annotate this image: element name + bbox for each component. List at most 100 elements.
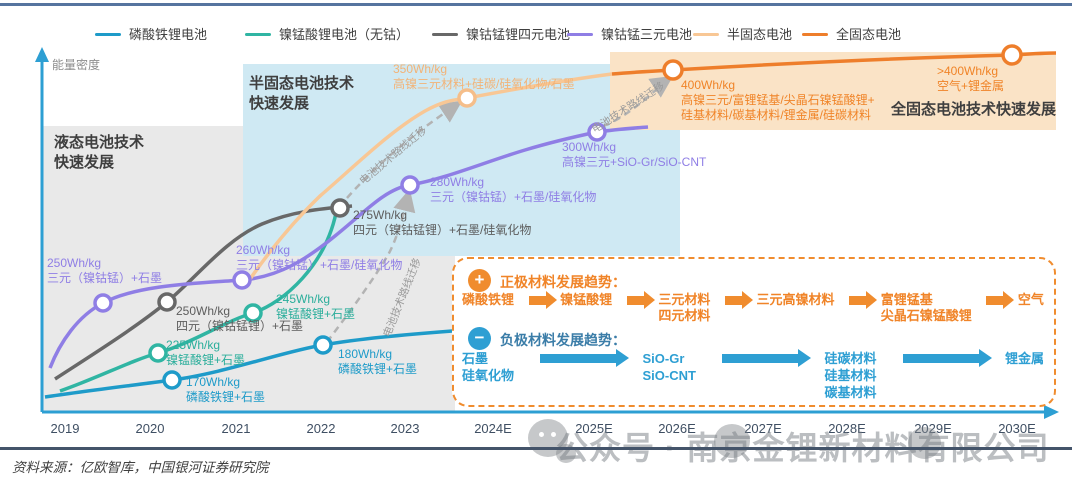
point-value: 170Wh/kg <box>186 375 241 389</box>
x-tick-2022: 2022 <box>306 421 336 436</box>
cathode-step: 镍锰酸锂 <box>560 292 612 308</box>
region-label-line: 液态电池技术 <box>54 134 145 151</box>
legend-item-allsolid: 全固态电池 <box>802 26 901 43</box>
point-label-quaternary-2022: 275Wh/kg 四元（镍钴锰锂）+石墨/硅氧化物 <box>353 208 531 238</box>
semisolid-curve <box>246 72 613 283</box>
legend-label: 半固态电池 <box>727 27 793 42</box>
anode-trend-title: 负极材料发展趋势： <box>500 332 626 348</box>
step-line: SiO-CNT <box>642 368 696 383</box>
legend-label: 镍锰酸锂电池（无钴） <box>279 27 410 42</box>
allsolid-curve <box>611 51 1057 76</box>
point-label-ternary-2025: 300Wh/kg 高镍三元+SiO-Gr/SiO-CNT <box>562 140 706 170</box>
point-materials: 三元（镍钴锰）+石墨/硅氧化物 <box>236 258 403 272</box>
y-axis-label: 能量密度 <box>52 58 101 72</box>
anode-step: SiO-Gr SiO-CNT <box>643 350 696 384</box>
right-arrow-icon <box>902 349 992 367</box>
anode-step: 硅碳材料 硅基材料 碳基材料 <box>824 350 876 401</box>
point-label-ternary-2023: 280Wh/kg 三元（镍钴锰）+石墨/硅氧化物 <box>430 175 596 205</box>
point-value: 250Wh/kg <box>47 256 102 270</box>
right-arrow-icon <box>626 291 655 309</box>
region-label-line: 半固态电池技术 <box>249 75 355 92</box>
legend-label: 全固态电池 <box>836 27 902 42</box>
point-label-lnmo-2021: 245Wh/kg 镍锰酸锂+石墨 <box>276 292 355 322</box>
marker-allsolid-400 <box>662 59 684 81</box>
legend-label: 镍钴锰三元电池 <box>601 27 693 42</box>
point-materials: 四元（镍钴锰锂）+石墨 <box>176 319 304 333</box>
marker-lnmo-225 <box>148 343 168 363</box>
point-materials: 高镍三元+SiO-Gr/SiO-CNT <box>562 155 707 169</box>
legend-item-ternary: 镍钴锰三元电池 <box>567 26 692 43</box>
material-trends-box: + 正极材料发展趋势： 磷酸铁锂 镍锰酸锂 三元材料 四元材料 三元高镍材料 富… <box>452 257 1056 407</box>
step-line: 富锂锰基 <box>880 292 933 307</box>
x-tick-2025e: 2025E <box>575 421 613 436</box>
x-tick-2028e: 2028E <box>828 421 866 436</box>
region-label-line: 快速发展 <box>54 154 115 171</box>
step-line: 硅氧化物 <box>462 368 515 383</box>
point-value: 225Wh/kg <box>166 338 221 352</box>
point-materials: 镍锰酸锂+石墨 <box>166 353 246 367</box>
marker-lfp-170 <box>162 370 182 390</box>
step-line: 硅基材料 <box>824 368 877 383</box>
legend-swatch-quaternary <box>432 33 458 36</box>
lfp-curve <box>44 329 453 399</box>
point-label-semisolid-2024: 350Wh/kg 高镍三元材料+硅碳/硅氧化物/石墨 <box>393 62 575 92</box>
legend-label: 磷酸铁锂电池 <box>129 27 208 42</box>
x-tick-2024e: 2024E <box>474 421 512 436</box>
anode-trend-row: 石墨 硅氧化物 SiO-Gr SiO-CNT 硅碳材料 硅基材料 碳基材料 锂金… <box>462 349 1044 401</box>
legend-item-semisolid: 半固态电池 <box>693 26 792 43</box>
migration-arrow-2 <box>346 100 463 199</box>
x-tick-2030e: 2030E <box>998 421 1036 436</box>
point-value: 300Wh/kg <box>562 140 617 154</box>
marker-lfp-180 <box>313 335 333 355</box>
marker-allsolid-400plus <box>1001 44 1023 66</box>
right-arrow-icon <box>528 291 557 309</box>
marker-ternary-280 <box>400 175 420 195</box>
minus-icon: − <box>468 327 491 350</box>
migration-arrow-1 <box>326 188 416 343</box>
point-value: >400Wh/kg <box>937 64 999 78</box>
y-axis-arrowhead <box>35 47 49 62</box>
point-value: 260Wh/kg <box>236 243 291 257</box>
x-tick-2023: 2023 <box>390 421 420 436</box>
source-note: 资料来源：亿欧智库，中国银河证券研究院 <box>12 460 269 475</box>
x-axis-arrowhead <box>1044 405 1059 419</box>
point-label-ternary-2019: 250Wh/kg 三元（镍钴锰）+石墨 <box>47 256 162 286</box>
legend-swatch-ternary <box>567 33 593 36</box>
point-materials: 空气+锂金属 <box>937 79 1005 93</box>
cathode-step: 三元高镍材料 <box>757 292 835 308</box>
x-tick-2027e: 2027E <box>744 421 782 436</box>
point-label-ternary-2021: 260Wh/kg 三元（镍钴锰）+石墨/硅氧化物 <box>236 243 402 273</box>
step-line: 三元材料 <box>658 292 711 307</box>
point-label-solid-2026: 400Wh/kg 高镍三元/富锂锰基/尖晶石镍锰酸锂+ 硅基材料/碳基材料/锂金… <box>681 78 875 123</box>
point-value: 400Wh/kg <box>681 78 736 92</box>
right-arrow-icon <box>986 291 1015 309</box>
legend-item-quaternary: 镍钴锰锂四元电池 <box>432 26 570 43</box>
ternary-curve <box>48 125 649 369</box>
right-arrow-icon <box>724 291 753 309</box>
region-all-solid-battery <box>610 52 1056 130</box>
step-line: 三元高镍材料 <box>756 292 835 307</box>
region-label-semi: 半固态电池技术 快速发展 <box>249 74 354 114</box>
point-materials: 高镍三元/富锂锰基/尖晶石镍锰酸锂+ <box>681 93 875 107</box>
legend-swatch-allsolid <box>802 33 828 36</box>
x-tick-2029e: 2029E <box>914 421 952 436</box>
wechat-icon-eye <box>551 432 556 437</box>
anode-step: 石墨 硅氧化物 <box>462 350 514 384</box>
migration-arrow-3 <box>602 75 674 128</box>
top-divider <box>0 3 1072 6</box>
legend-item-lfp: 磷酸铁锂电池 <box>95 26 207 43</box>
step-line: 硅碳材料 <box>824 351 877 366</box>
point-value: 350Wh/kg <box>393 62 448 76</box>
point-materials: 三元（镍钴锰）+石墨 <box>47 271 163 285</box>
x-tick-2019: 2019 <box>50 421 80 436</box>
lnmo-curve <box>59 212 338 393</box>
point-label-solid-2030: >400Wh/kg 空气+锂金属 <box>937 64 1004 94</box>
x-tick-2021: 2021 <box>221 421 251 436</box>
marker-ternary-260 <box>232 270 252 290</box>
wechat-icon-eye <box>539 432 544 437</box>
point-materials: 磷酸铁锂+石墨 <box>338 362 418 376</box>
marker-lnmo-245 <box>243 303 263 323</box>
step-line: 碳基材料 <box>824 385 877 400</box>
step-line: SiO-Gr <box>642 351 685 366</box>
